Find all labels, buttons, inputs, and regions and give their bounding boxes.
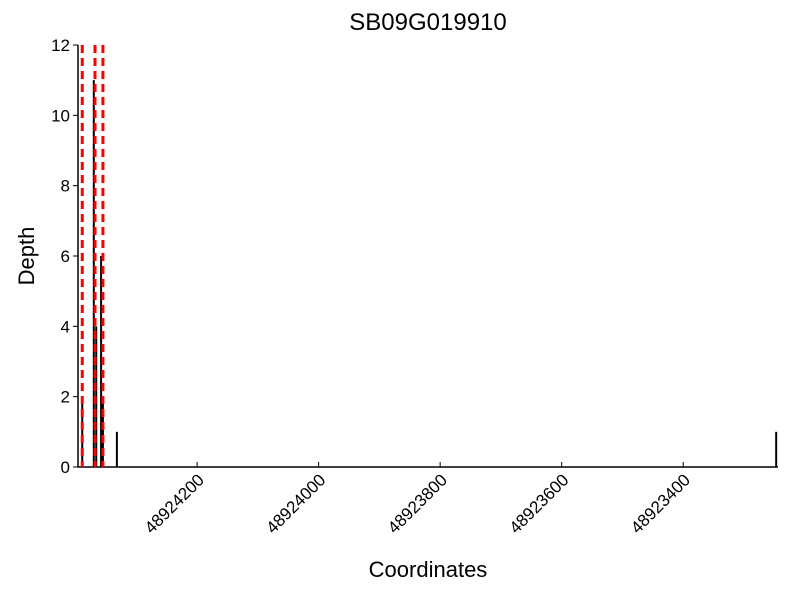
chart-title: SB09G019910 xyxy=(349,9,506,36)
y-tick-label: 6 xyxy=(61,247,70,266)
x-axis-label: Coordinates xyxy=(369,557,488,582)
x-tick-label: 48923400 xyxy=(627,470,694,537)
x-tick-label: 48923600 xyxy=(506,470,573,537)
y-tick-label: 10 xyxy=(51,106,70,125)
y-tick-label: 12 xyxy=(51,36,70,55)
y-tick-label: 8 xyxy=(61,177,70,196)
y-tick-label: 2 xyxy=(61,388,70,407)
y-axis-label: Depth xyxy=(14,227,39,286)
y-tick-label: 0 xyxy=(61,458,70,477)
x-tick-label: 48924200 xyxy=(141,470,208,537)
x-tick-label: 48924000 xyxy=(263,470,330,537)
x-tick-label: 48923800 xyxy=(384,470,451,537)
y-tick-label: 4 xyxy=(61,317,70,336)
